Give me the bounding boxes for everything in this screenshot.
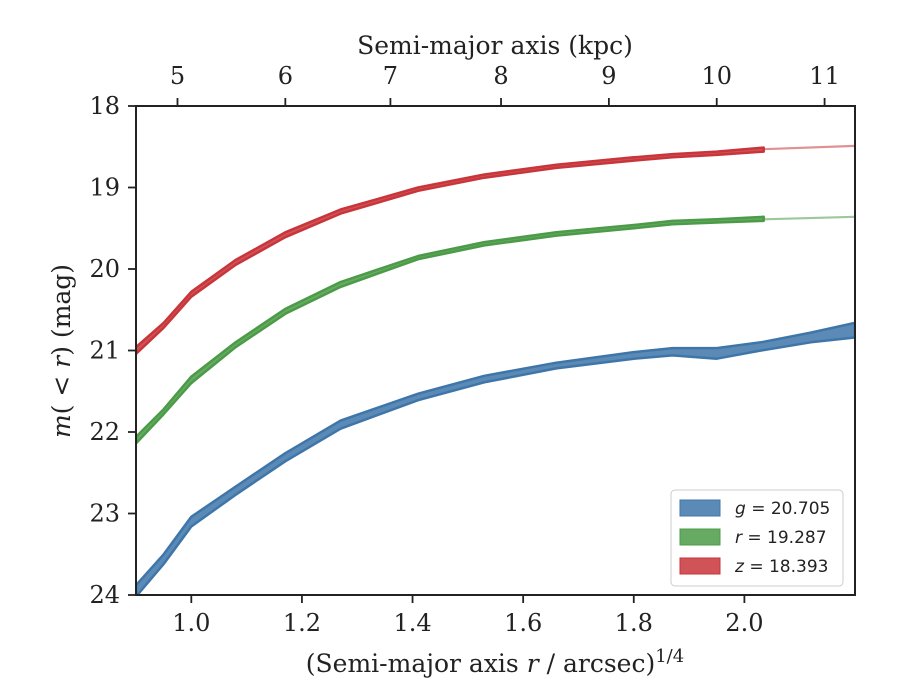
y-tick-label: 22	[89, 418, 120, 446]
x-tick-label: 1.4	[393, 609, 431, 637]
top-tick-label: 11	[809, 62, 840, 90]
y-axis-title: m( < r) (mag)	[47, 264, 76, 438]
y-tick-label: 21	[89, 337, 120, 365]
plot-series-layer	[136, 144, 855, 595]
y-tick-label: 24	[89, 581, 120, 609]
series-extension-1	[763, 215, 855, 221]
x-tick-label: 1.8	[615, 609, 653, 637]
top-tick-label: 6	[278, 62, 293, 90]
x-axis-title: (Semi-major axis r / arcsec)1/4	[306, 646, 684, 678]
top-axis-title: Semi-major axis (kpc)	[357, 31, 633, 60]
y-tick-label: 19	[89, 174, 120, 202]
top-tick-label: 10	[701, 62, 732, 90]
series-band-1	[136, 215, 765, 445]
legend: g = 20.705 r = 19.287 z = 18.393	[670, 489, 844, 587]
series-extension-2	[763, 144, 855, 151]
plot-frame	[135, 105, 856, 596]
x-tick-label: 1.6	[504, 609, 542, 637]
legend-label-1: r = 19.287	[735, 528, 827, 548]
top-tick-label: 7	[383, 62, 398, 90]
top-tick-label: 9	[601, 62, 616, 90]
legend-swatch-2	[679, 557, 721, 575]
y-tick-label: 18	[89, 92, 120, 120]
y-tick-label: 20	[89, 255, 120, 283]
x-tick-label: 1.2	[283, 609, 321, 637]
legend-label-2: z = 18.393	[734, 557, 828, 577]
x-tick-label: 1.0	[172, 609, 210, 637]
series-band-2	[136, 146, 765, 356]
x-tick-label: 2.0	[725, 609, 763, 637]
top-tick-label: 5	[170, 62, 185, 90]
y-tick-label: 23	[89, 500, 120, 528]
legend-swatch-1	[679, 528, 721, 546]
legend-swatch-0	[679, 499, 721, 517]
series-band-0	[136, 321, 855, 595]
legend-label-0: g = 20.705	[735, 499, 830, 519]
axis-ticks: 1.0 1.2 1.4 1.6 1.8 2.0 18 19 20 21 22 23 24 5 6 7 8 9 10 1…	[89, 62, 839, 637]
top-tick-label: 8	[493, 62, 508, 90]
